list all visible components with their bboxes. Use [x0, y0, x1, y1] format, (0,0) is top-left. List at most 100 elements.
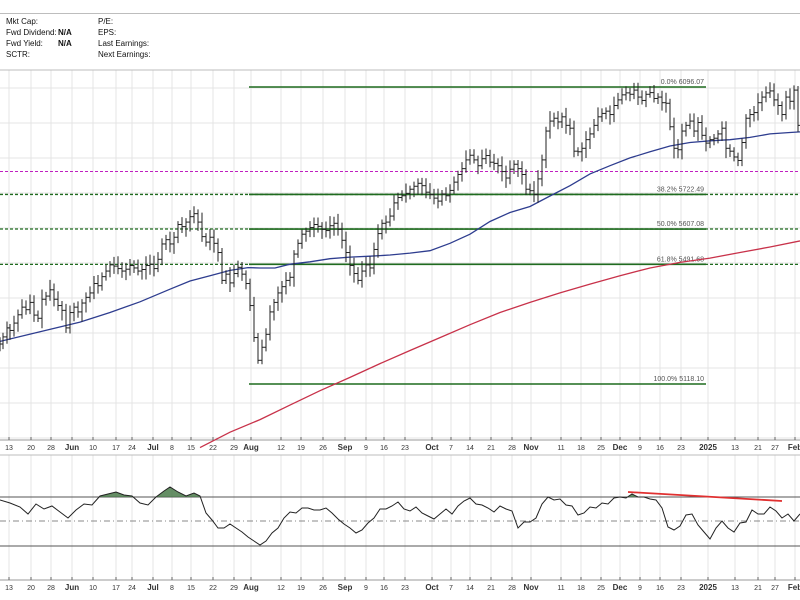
ohlc-bar: [424, 178, 428, 199]
ohlc-bar: [84, 292, 88, 313]
ohlc-bar: [628, 87, 632, 102]
ohlc-bar: [400, 190, 404, 202]
ohlc-bar: [148, 254, 152, 275]
x-tick-label: 23: [401, 585, 409, 592]
ohlc-bar: [528, 183, 532, 196]
ohlc-bar: [176, 221, 180, 244]
ohlc-bar: [596, 107, 600, 132]
x-tick-label: 18: [577, 445, 585, 452]
ohlc-bar: [112, 256, 116, 274]
x-tick-label: Jul: [147, 583, 159, 592]
ohlc-bar: [328, 216, 332, 239]
ohlc-bar: [372, 242, 376, 275]
ohlc-bar: [412, 181, 416, 198]
ohlc-bar: [268, 305, 272, 341]
ohlc-bar: [624, 86, 628, 101]
ohlc-bar: [652, 85, 656, 103]
ohlc-bar: [788, 88, 792, 110]
ma200-line: [199, 240, 800, 449]
x-tick-label: 23: [401, 445, 409, 452]
x-tick-label: 14: [466, 445, 474, 452]
ohlc-bar: [732, 147, 736, 162]
ohlc-bar: [92, 276, 96, 300]
ohlc-bar: [180, 217, 184, 234]
x-tick-label: Nov: [523, 443, 539, 452]
x-tick-label: 24: [128, 585, 136, 592]
ohlc-bar: [232, 264, 236, 288]
ohlc-bar: [764, 86, 768, 103]
ohlc-bar: [568, 118, 572, 136]
ohlc-bar: [304, 227, 308, 242]
ohlc-bar: [740, 138, 744, 167]
ohlc-bar: [108, 261, 112, 278]
ohlc-bar: [488, 149, 492, 168]
ohlc-bar: [588, 127, 592, 149]
ohlc-bar: [492, 153, 496, 171]
fwd-dividend-value: N/A: [58, 28, 72, 37]
ohlc-bar: [408, 185, 412, 200]
ohlc-bar: [272, 298, 276, 321]
x-tick-label: Dec: [613, 443, 628, 452]
ohlc-bar: [144, 256, 148, 280]
ohlc-bar: [380, 219, 384, 240]
x-tick-label: 19: [297, 445, 305, 452]
ohlc-bar: [560, 112, 564, 128]
ohlc-bar: [376, 224, 380, 258]
x-tick-label: Jul: [147, 443, 159, 452]
x-tick-label: Aug: [243, 583, 259, 592]
stats-header: Mkt Cap: Fwd Dividend: N/A Fwd Yield: N/…: [0, 0, 800, 70]
x-tick-label: 28: [47, 585, 55, 592]
ohlc-bar: [104, 264, 108, 281]
ohlc-bar: [480, 149, 484, 170]
x-tick-label: 20: [27, 585, 35, 592]
ohlc-bar: [680, 123, 684, 160]
ohlc-bar: [392, 194, 396, 221]
ohlc-bar: [228, 267, 232, 292]
ohlc-bar: [464, 150, 468, 173]
ohlc-bar: [32, 295, 36, 322]
ohlc-bar: [452, 176, 456, 194]
ohlc-bar: [324, 221, 328, 238]
ohlc-bar: [124, 262, 128, 281]
ohlc-bar: [172, 232, 176, 254]
ohlc-bar: [360, 261, 364, 288]
x-tick-label: Sep: [338, 443, 353, 452]
ohlc-bar: [796, 85, 800, 132]
fib-label-3: 61.8% 5491.68: [657, 256, 704, 263]
ohlc-bar: [264, 328, 268, 352]
x-tick-label: 27: [771, 445, 779, 452]
ohlc-bar: [252, 296, 256, 342]
ohlc-bar: [224, 270, 228, 284]
x-tick-label: 22: [209, 445, 217, 452]
eps-label: EPS:: [98, 28, 117, 37]
ohlc-bar: [456, 170, 460, 191]
last-earnings-label: Last Earnings:: [98, 39, 150, 48]
x-tick-label: Jun: [65, 583, 79, 592]
ohlc-bar: [712, 133, 716, 146]
x-tick-label: 9: [638, 585, 642, 592]
ohlc-bar: [120, 262, 124, 278]
x-tick-label: 28: [508, 445, 516, 452]
ohlc-bar: [364, 257, 368, 278]
x-tick-label: 13: [5, 445, 13, 452]
ohlc-bars: [0, 82, 800, 365]
x-tick-label: 14: [466, 585, 474, 592]
fib-label-2: 50.0% 5607.08: [657, 221, 704, 228]
x-tick-label: 16: [656, 445, 664, 452]
ohlc-bar: [204, 233, 208, 247]
ohlc-bar: [540, 154, 544, 187]
ohlc-bar: [56, 291, 60, 311]
pe-label: P/E:: [98, 17, 114, 26]
ohlc-bar: [132, 260, 136, 273]
ohlc-bar: [564, 107, 568, 134]
x-axis-rsi: 13 20 28 Jun 10 17 24 Jul 8 15 22 29 Aug 12 19 26 Sep 9 16…: [5, 577, 800, 592]
x-tick-label: 8: [170, 585, 174, 592]
ohlc-bar: [672, 117, 676, 159]
rsi-panel: [0, 454, 800, 581]
ohlc-bar: [780, 101, 784, 122]
ohlc-bar: [136, 259, 140, 276]
ohlc-bar: [572, 120, 576, 158]
x-tick-label: 17: [112, 585, 120, 592]
fibonacci-levels: 0.0% 6096.07 38.2% 5722.49 50.0% 5607.08 61…: [0, 79, 800, 385]
